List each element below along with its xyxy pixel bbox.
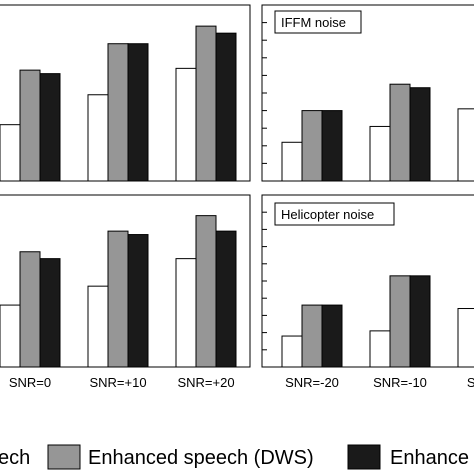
bar-dws <box>19 251 41 368</box>
legend-item: ech <box>0 447 30 469</box>
bar-noisy <box>281 335 303 368</box>
panel-top-left <box>0 4 251 182</box>
panel-title: IFFM noise <box>281 15 346 30</box>
bar-dws <box>39 258 61 368</box>
bar-dws <box>107 230 129 368</box>
bar-dws <box>301 304 323 368</box>
bar-noisy <box>87 94 109 182</box>
bar-dws <box>107 43 129 182</box>
panel-title-box <box>274 202 395 226</box>
x-tick-label: SNR=+10 <box>89 375 146 390</box>
legend-label: ech <box>0 447 30 469</box>
bar-dws <box>127 43 149 182</box>
bar-noisy <box>0 124 21 182</box>
bar-dws <box>215 230 237 368</box>
bar-dws <box>301 110 323 182</box>
panel-top-right: IFFM noise <box>261 4 474 182</box>
x-tick-label: SNR=-10 <box>373 375 427 390</box>
bar-dws <box>321 304 343 368</box>
bar-dws <box>389 275 411 368</box>
x-tick-label: SNR=-20 <box>285 375 339 390</box>
legend-item: Enhanced speech (DWS) <box>47 444 314 470</box>
x-tick-label: SNR=+20 <box>177 375 234 390</box>
legend-label: Enhanced speech (DWS) <box>88 447 314 469</box>
bar-dws <box>195 215 217 368</box>
bar-noisy <box>175 67 197 182</box>
legend-item: Enhance <box>347 444 469 470</box>
x-tick-label: SNR=0 <box>467 375 474 390</box>
bar-dws <box>321 110 343 182</box>
x-tick-label: SNR=0 <box>9 375 51 390</box>
bar-noisy <box>457 108 474 182</box>
chart-legend: ech Enhanced speech (DWS) Enhance <box>0 444 469 470</box>
bar-noisy <box>0 304 21 368</box>
bar-noisy <box>369 330 391 368</box>
bar-noisy <box>369 125 391 182</box>
legend-swatch <box>47 444 81 470</box>
bar-dws <box>19 69 41 182</box>
bar-dws <box>409 275 431 368</box>
bar-dws <box>215 32 237 182</box>
bar-noisy <box>457 308 474 368</box>
bar-noisy <box>281 141 303 182</box>
legend-swatch <box>347 444 381 470</box>
bar-dws <box>127 234 149 368</box>
bar-noisy <box>87 285 109 368</box>
panel-title-box <box>274 10 362 34</box>
bar-dws <box>389 83 411 182</box>
panel-bottom-left: SNR=0 SNR=+10 SNR=+20 <box>0 194 251 390</box>
panel-bottom-right: SNR=-20 SNR=-10 SNR=0 Helicopter noise <box>261 194 474 390</box>
bar-dws <box>39 73 61 182</box>
panel-title: Helicopter noise <box>281 207 374 222</box>
bar-dws <box>409 87 431 182</box>
bar-dws <box>195 25 217 182</box>
bar-noisy <box>175 258 197 368</box>
legend-label: Enhance <box>390 447 469 469</box>
